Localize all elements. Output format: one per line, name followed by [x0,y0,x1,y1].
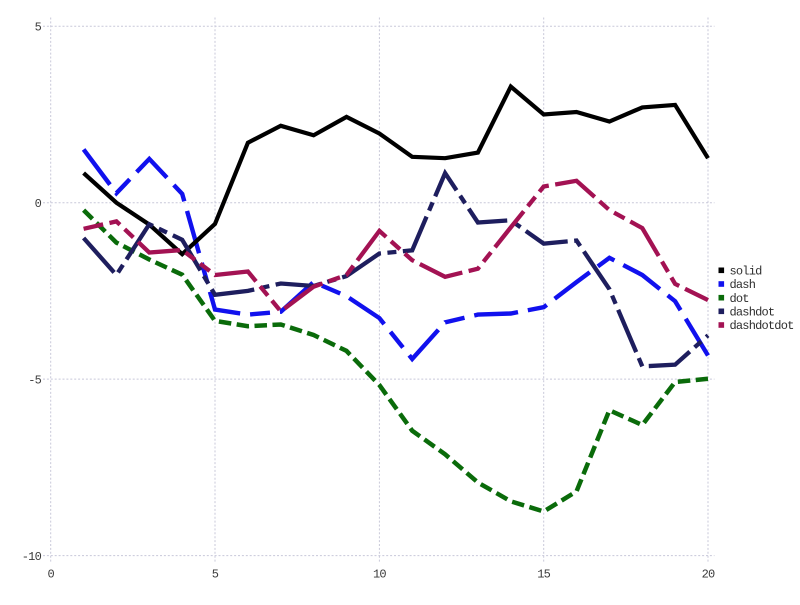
svg-text:dashdotdot: dashdotdot [730,319,794,333]
svg-text:5: 5 [35,20,42,34]
svg-text:-10: -10 [22,550,42,564]
svg-text:0: 0 [47,568,54,582]
svg-text:15: 15 [537,568,550,582]
svg-text:solid: solid [730,265,763,279]
svg-text:-5: -5 [28,373,41,387]
svg-text:0: 0 [35,197,42,211]
svg-text:dash: dash [730,278,756,292]
svg-text:20: 20 [702,568,715,582]
svg-text:dashdot: dashdot [730,306,775,320]
svg-text:5: 5 [212,568,219,582]
svg-text:10: 10 [373,568,386,582]
svg-text:dot: dot [730,292,749,306]
